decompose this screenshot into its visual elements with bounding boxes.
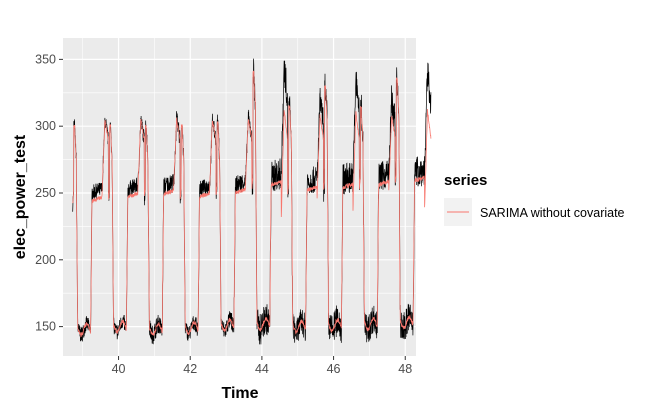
legend-entry-label: SARIMA without covariate: [480, 206, 625, 220]
x-axis: 40 42 44 46 48: [112, 356, 412, 376]
y-tick-label: 150: [35, 320, 56, 334]
series-layer: [72, 58, 432, 345]
y-tick-label: 350: [35, 52, 56, 66]
y-tick-label: 250: [35, 186, 56, 200]
grid-minor: [63, 38, 416, 356]
y-axis: 150 200 250 300 350: [35, 52, 63, 334]
x-tick-label: 46: [327, 362, 341, 376]
legend-title: series: [444, 172, 487, 189]
series-line-sarima-without-covariate: [72, 70, 432, 338]
grid-major: [63, 38, 416, 356]
x-axis-title: Time: [221, 385, 258, 402]
x-tick-label: 48: [398, 362, 412, 376]
legend: series SARIMA without covariate: [444, 172, 625, 226]
x-tick-label: 40: [112, 362, 126, 376]
y-tick-label: 200: [35, 253, 56, 267]
x-tick-label: 44: [255, 362, 269, 376]
y-axis-title: elec_power_test: [12, 134, 29, 259]
x-tick-label: 42: [183, 362, 197, 376]
y-tick-label: 300: [35, 119, 56, 133]
